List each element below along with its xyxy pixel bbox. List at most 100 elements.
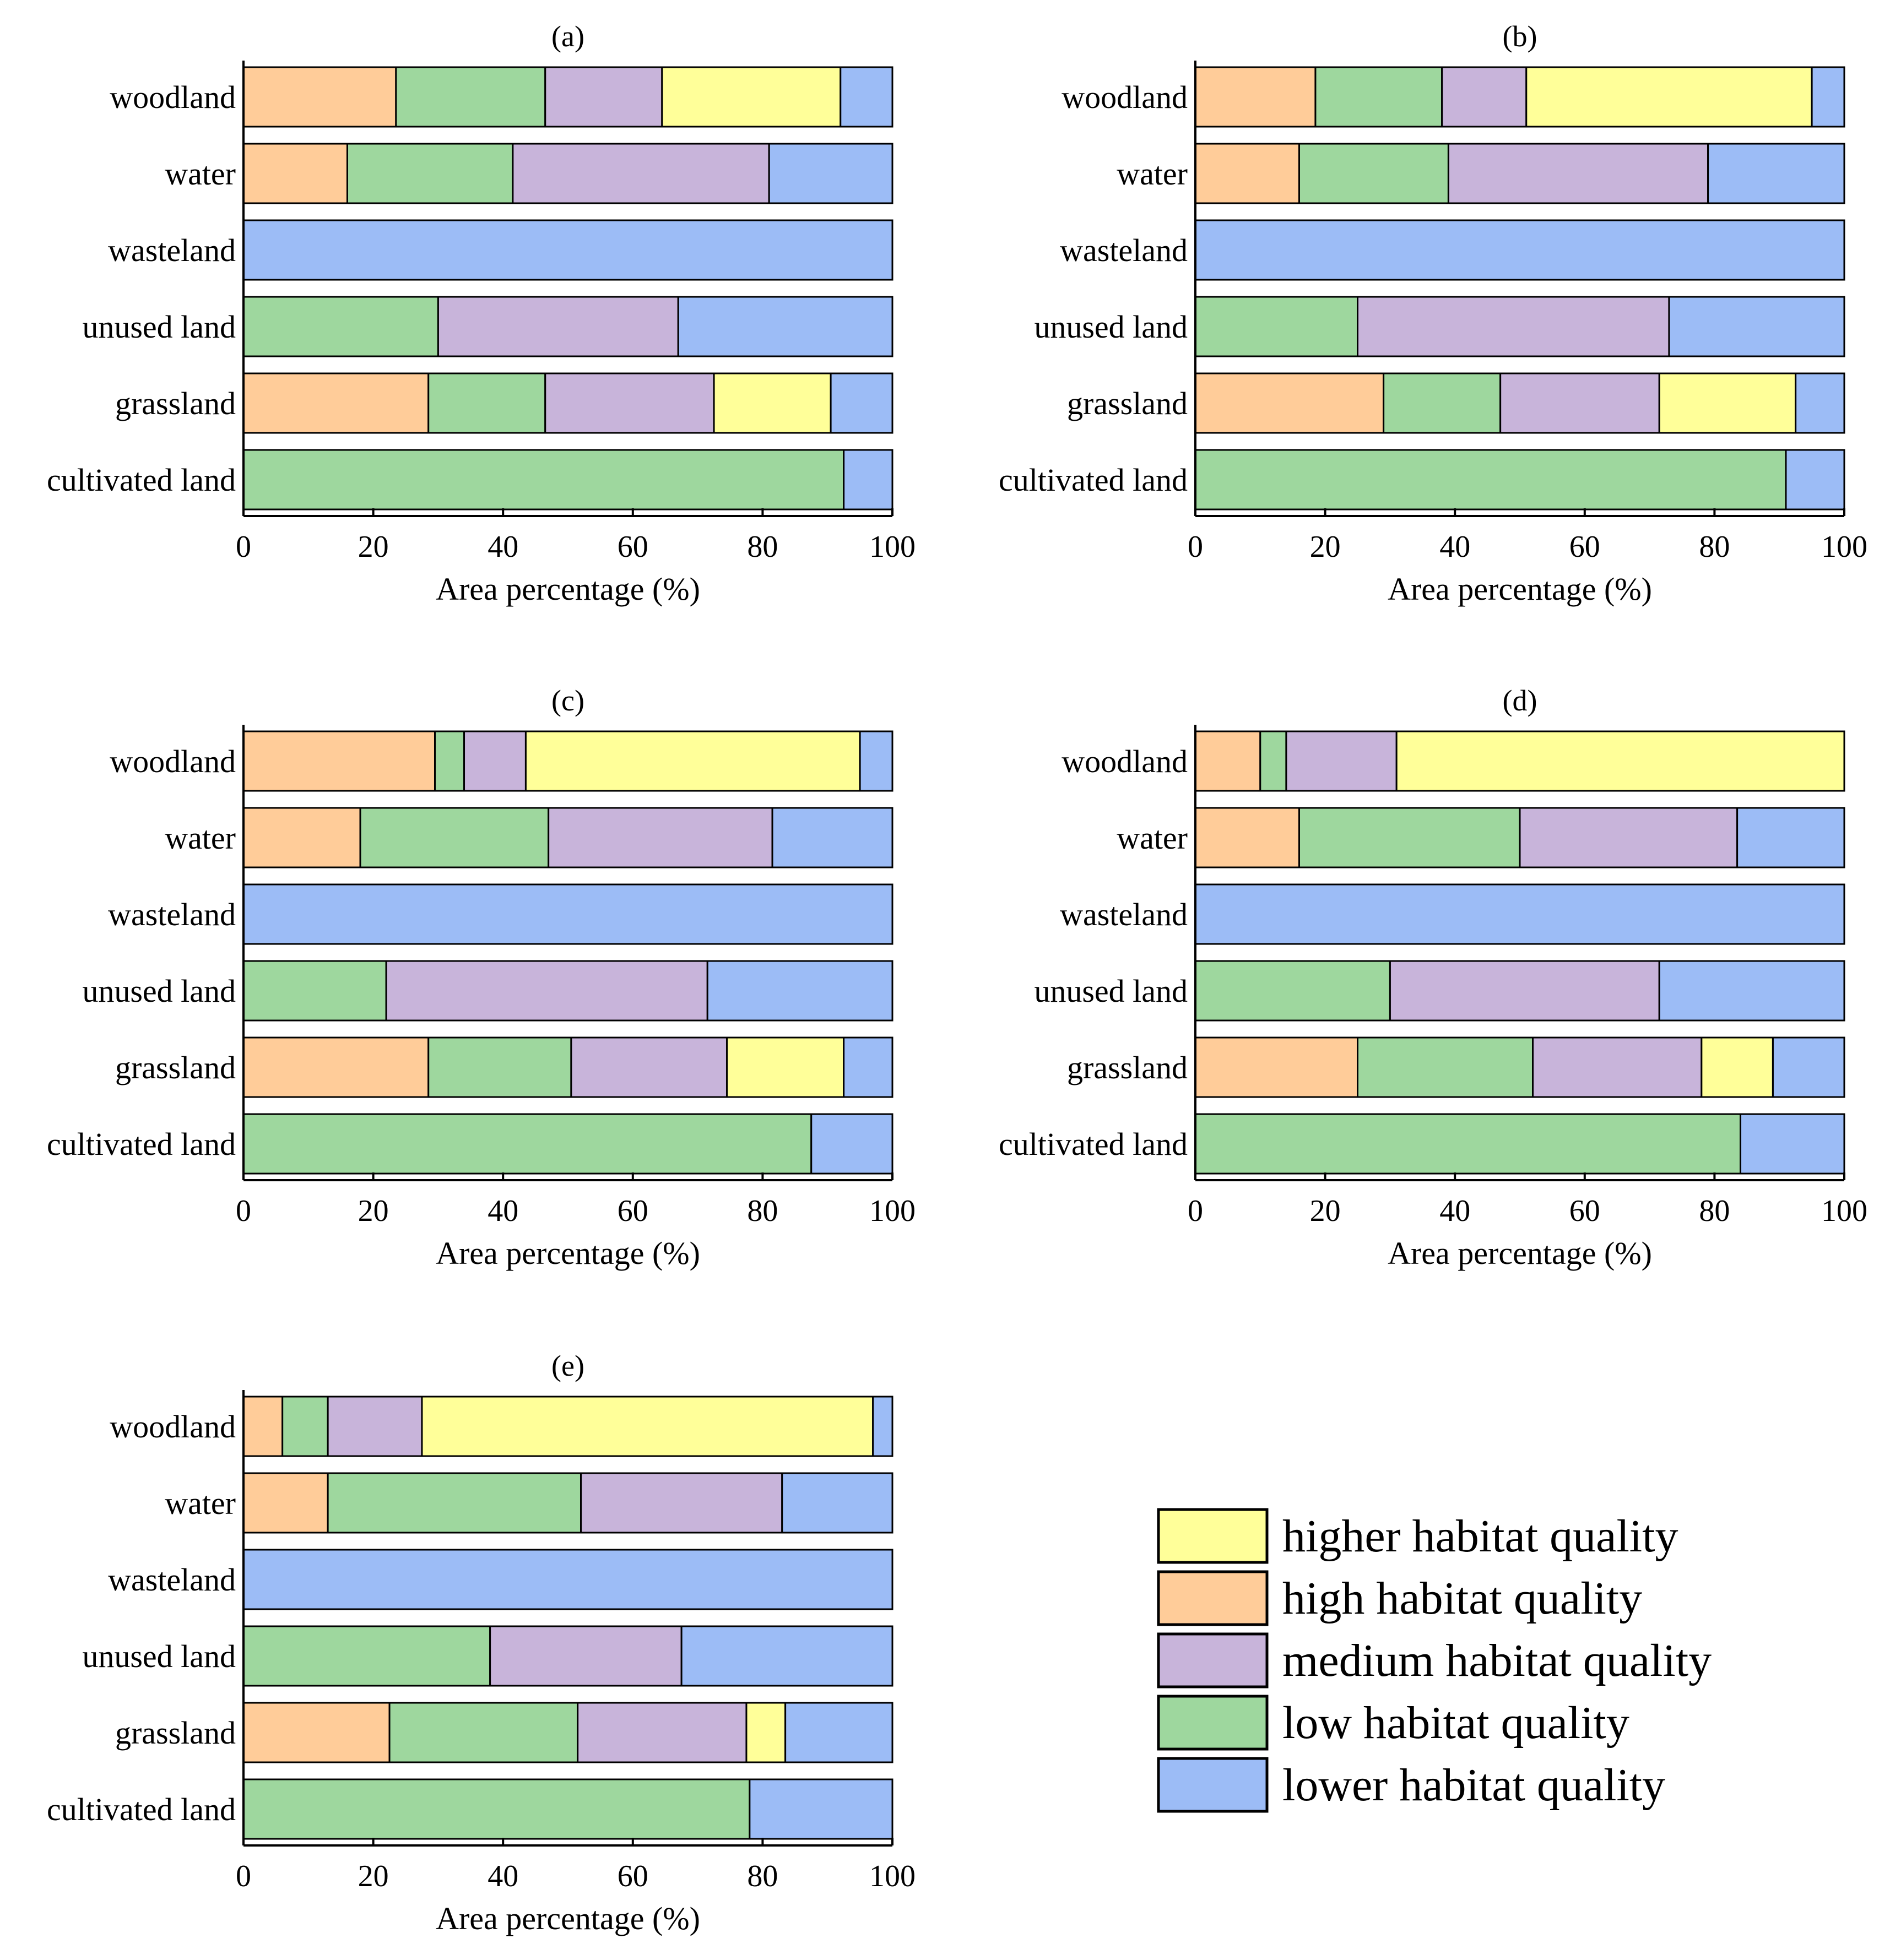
category-label: unused land [1034,309,1188,345]
x-tick-label: 0 [1188,530,1203,564]
x-tick-label: 0 [236,530,251,564]
x-tick-label: 40 [488,1859,518,1893]
bar-segment-low [1259,730,1287,792]
x-axis-title: Area percentage (%) [436,1901,700,1936]
category-label: wasteland [108,897,236,932]
category-label: grassland [115,1715,236,1751]
x-tick-label: 60 [618,1859,648,1893]
x-tick-label: 20 [358,1859,389,1893]
bar-segment-low [242,449,845,511]
bar-segment-lower [1194,883,1845,945]
bar-segment-high [1194,143,1300,204]
bar-segment-low [1314,66,1443,128]
bar-segment-medium [1357,296,1670,357]
bar-segment-high [1194,372,1385,434]
panel-title: (c) [551,684,584,717]
bar-segment-medium [1532,1036,1703,1098]
x-tick-label: 100 [1821,1194,1867,1228]
bar-segment-low [242,1778,751,1840]
bar-segment-low [1194,1113,1742,1175]
bar-segment-lower [1811,66,1845,128]
bar-segment-higher [1525,66,1813,128]
bar-segment-higher [1701,1036,1774,1098]
bar-segment-higher [1658,372,1797,434]
x-tick-label: 80 [747,530,778,564]
bar-segment-medium [1389,960,1660,1022]
category-label: cultivated land [999,462,1188,498]
bar-segment-medium [512,143,770,204]
category-label: wasteland [1060,897,1188,932]
category-label: wasteland [108,1562,236,1598]
x-tick-label: 40 [488,530,518,564]
bar-segment-lower [706,960,893,1022]
legend-label: higher habitat quality [1282,1511,1678,1562]
bar-segment-lower [768,143,893,204]
bar-segment-lower [242,883,893,945]
bar-segment-low [1194,960,1391,1022]
category-label: grassland [1067,1050,1188,1085]
bar-segment-medium [437,296,679,357]
x-tick-label: 20 [358,1194,389,1228]
bar-segment-low [242,1113,813,1175]
x-tick-label: 20 [1310,530,1341,564]
category-label: water [165,820,236,856]
x-tick-label: 80 [1699,530,1730,564]
bar-segment-lower [810,1113,893,1175]
bar-segment-lower [680,1625,893,1687]
bar-segment-low [1383,372,1502,434]
panel-title: (d) [1503,684,1537,717]
x-tick-label: 80 [1699,1194,1730,1228]
bar-segment-high [242,1472,329,1534]
bar-segment-high [1194,730,1261,792]
bar-segment-low [1298,807,1521,868]
x-tick-label: 0 [1188,1194,1203,1228]
bar-segment-higher [661,66,842,128]
x-tick-label: 100 [1821,530,1867,564]
bar-segment-medium [1441,66,1528,128]
bar-segment-low [427,1036,572,1098]
bar-segment-medium [570,1036,728,1098]
bar-segment-lower [1795,372,1845,434]
bar-segment-high [242,730,436,792]
bar-segment-lower [872,1396,893,1457]
bar-segment-low [359,807,550,868]
bar-segment-lower [1736,807,1845,868]
x-tick-label: 100 [869,530,916,564]
x-axis-title: Area percentage (%) [436,1235,700,1271]
chart-panels: (a) woodland water wasteland unused land gras… [47,20,1867,1936]
legend-swatch-high [1157,1570,1269,1626]
bar-segment-higher [1395,730,1845,792]
x-tick-label: 100 [869,1194,916,1228]
category-label: water [1117,820,1188,856]
bar-segment-higher [745,1702,787,1763]
bar-segment-lower [771,807,893,868]
bar-segment-low [346,143,514,204]
bar-segment-low [434,730,465,792]
x-tick-label: 80 [747,1194,778,1228]
category-label: woodland [1062,79,1188,115]
chart-panel: (a) woodland water wasteland unused land gras… [47,20,916,607]
bar-segment-lower [859,730,893,792]
bar-segment-high [1194,1036,1358,1098]
bar-segment-higher [726,1036,845,1098]
bar-segment-lower [1785,449,1845,511]
legend-label: low habitat quality [1282,1697,1629,1749]
category-label: unused land [82,973,236,1009]
category-label: cultivated land [47,462,236,498]
bar-segment-lower [1772,1036,1845,1098]
category-label: grassland [1067,386,1188,421]
x-tick-label: 40 [1439,1194,1470,1228]
bar-segment-higher [713,372,832,434]
bar-segment-medium [1519,807,1739,868]
bar-segment-medium [327,1396,423,1457]
bar-segment-lower [1707,143,1845,204]
category-label: woodland [110,743,236,779]
bar-segment-high [242,1036,430,1098]
bar-segment-medium [1285,730,1398,792]
x-tick-label: 20 [1310,1194,1341,1228]
bar-segment-high [242,1702,391,1763]
bar-segment-lower [1194,219,1845,281]
bar-segment-lower [749,1778,893,1840]
category-label: unused land [1034,973,1188,1009]
bar-segment-low [1357,1036,1534,1098]
